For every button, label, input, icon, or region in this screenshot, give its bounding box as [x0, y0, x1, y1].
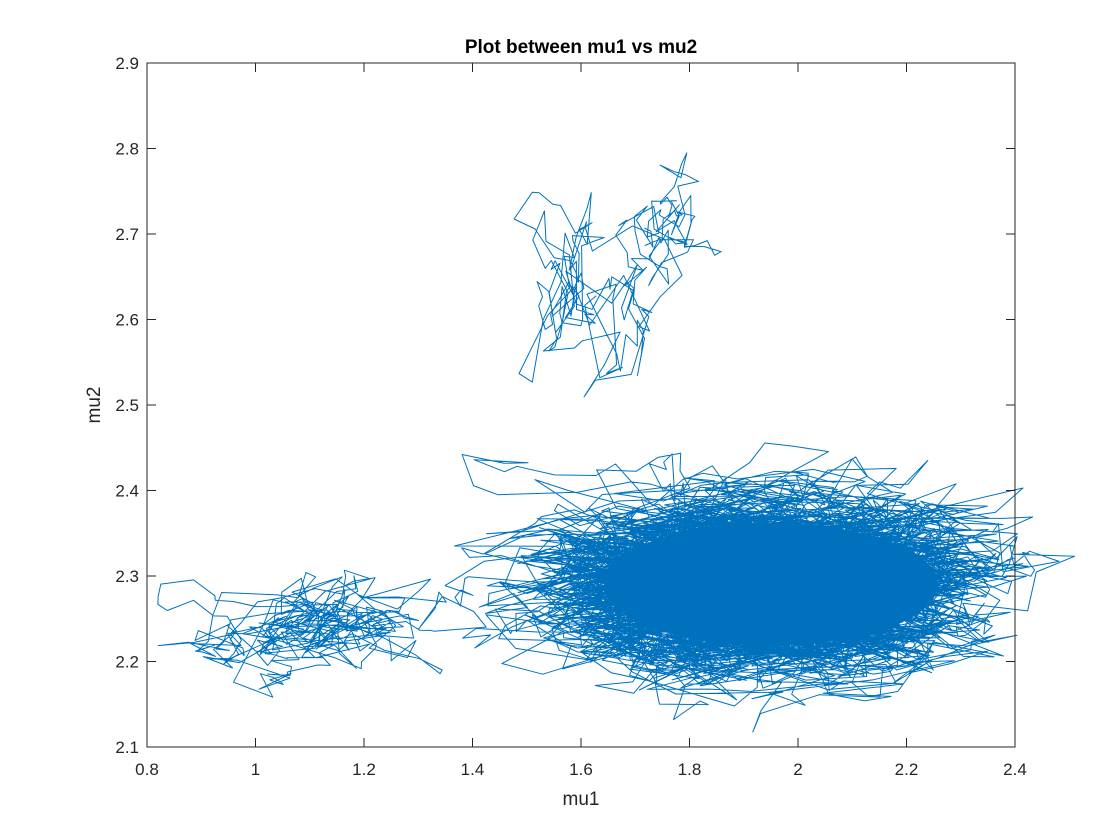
x-tick-label: 2.4: [1003, 760, 1027, 779]
y-tick-label: 2.9: [115, 54, 139, 73]
chart-title: Plot between mu1 vs mu2: [465, 37, 697, 58]
x-tick-label: 2: [793, 760, 802, 779]
y-ticks: 2.1 2.2 2.3 2.4 2.5 2.6 2.7 2.8 2.9: [115, 54, 1015, 757]
y-tick-label: 2.1: [115, 738, 139, 757]
y-axis-label: mu2: [84, 387, 105, 424]
y-tick-label: 2.5: [115, 396, 139, 415]
y-tick-label: 2.6: [115, 311, 139, 330]
y-tick-label: 2.2: [115, 653, 139, 672]
x-tick-label: 1.4: [461, 760, 485, 779]
x-ticks: 0.8 1 1.2 1.4 1.6 1.8 2 2.2 2.4: [135, 63, 1027, 779]
y-tick-label: 2.7: [115, 225, 139, 244]
x-tick-label: 1.8: [678, 760, 702, 779]
trace-dense-core: [603, 523, 938, 646]
trace-segment-0-0: [157, 569, 487, 698]
data-trace-group: [157, 152, 1076, 733]
trace-segment-0-2: [615, 152, 722, 286]
y-tick-label: 2.8: [115, 140, 139, 159]
y-tick-label: 2.4: [115, 482, 139, 501]
trace-segment-0-1: [513, 191, 683, 398]
x-tick-label: 2.2: [895, 760, 919, 779]
x-tick-label: 1: [251, 760, 260, 779]
x-tick-label: 0.8: [135, 760, 159, 779]
x-tick-label: 1.6: [569, 760, 593, 779]
x-tick-label: 1.2: [352, 760, 376, 779]
y-tick-label: 2.3: [115, 567, 139, 586]
x-axis-label: mu1: [563, 789, 600, 810]
